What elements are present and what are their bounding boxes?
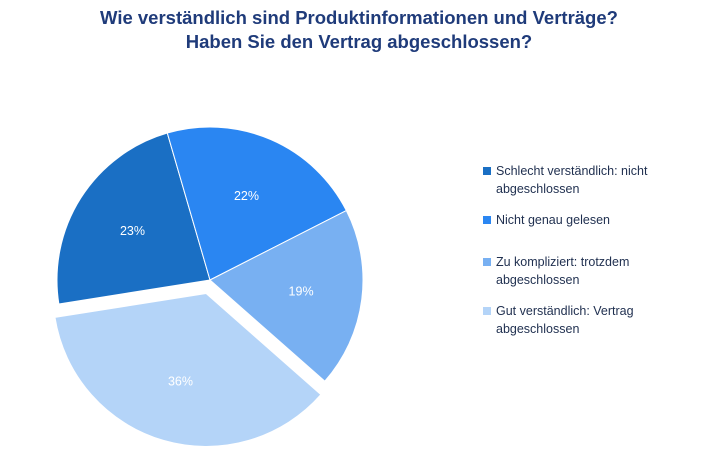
data-label-nicht-genau-gelesen: 22% [234,189,259,203]
legend-swatch [483,258,491,266]
chart-subtitle: Haben Sie den Vertrag abgeschlossen? [185,31,533,52]
chart-title-block: Wie verständlich sind Produktinformation… [0,6,718,54]
data-label-schlecht-verstaendlich: 23% [120,224,145,238]
legend-entry-nicht-genau-gelesen: Nicht genau gelesen [483,211,708,229]
legend-label: Nicht genau gelesen [496,213,610,227]
data-label-gut-verstaendlich: 36% [168,375,193,389]
chart-legend: Schlecht verständlich: nicht abgeschloss… [483,162,708,351]
legend-swatch [483,216,491,224]
legend-entry-gut-verstaendlich: Gut verständlich: Vertrag abgeschlossen [483,302,708,338]
legend-swatch [483,167,491,175]
legend-label: Zu kompliziert: trotzdem abgeschlossen [496,255,630,287]
pie-slice-schlecht-verstaendlich [56,132,211,305]
pie-slice-nicht-genau-gelesen [166,126,347,281]
legend-entry-schlecht-verstaendlich: Schlecht verständlich: nicht abgeschloss… [483,162,708,198]
legend-entry-zu-kompliziert: Zu kompliziert: trotzdem abgeschlossen [483,253,708,289]
legend-label: Gut verständlich: Vertrag abgeschlossen [496,304,634,336]
data-label-zu-kompliziert: 19% [289,285,314,299]
legend-label: Schlecht verständlich: nicht abgeschloss… [496,164,648,196]
pie-slice-gut-verstaendlich [54,292,322,447]
pie-slice-zu-kompliziert [209,209,364,382]
legend-swatch [483,307,491,315]
chart-title: Wie verständlich sind Produktinformation… [100,7,618,28]
